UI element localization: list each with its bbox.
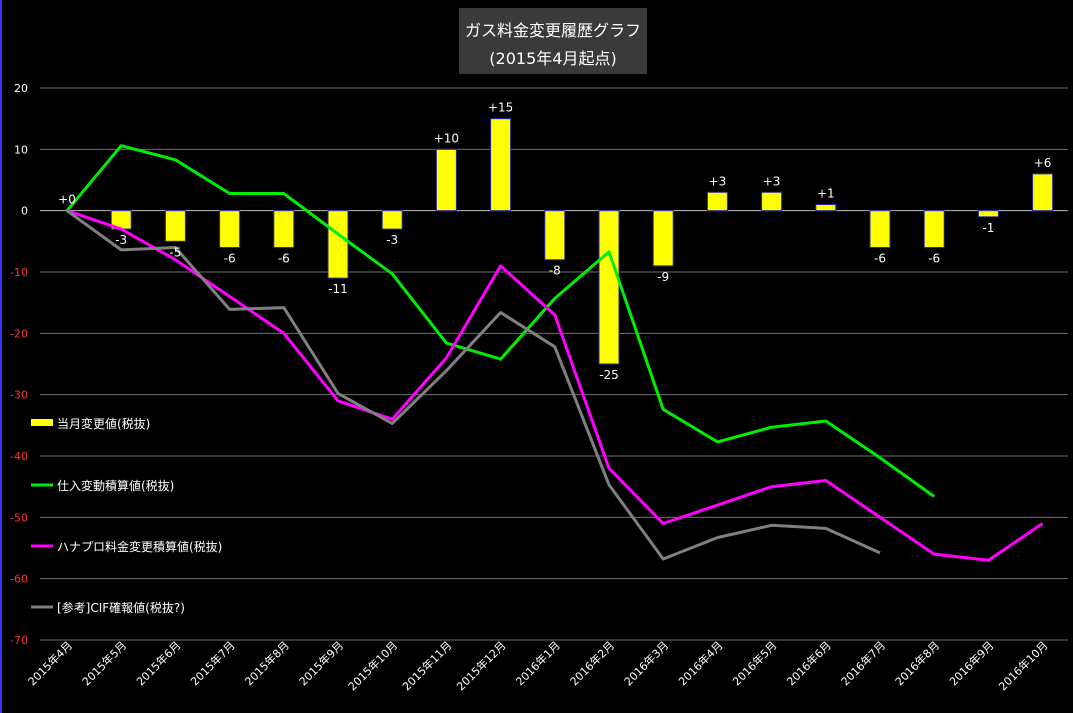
series-line bbox=[66, 209, 881, 561]
x-tick-label: 2016年8月 bbox=[892, 638, 942, 688]
x-tick-label: 2015年12月 bbox=[454, 638, 509, 693]
y-tick-label: -10 bbox=[10, 266, 28, 279]
data-label: +15 bbox=[488, 101, 513, 115]
x-tick-label: 2015年8月 bbox=[242, 638, 292, 688]
bar bbox=[273, 210, 295, 248]
legend-label: ハナプロ料金変更積算値(税抜) bbox=[57, 539, 222, 554]
data-label: -6 bbox=[278, 251, 290, 265]
data-label: -6 bbox=[928, 251, 940, 265]
x-tick-label: 2016年2月 bbox=[567, 638, 617, 688]
data-label: +1 bbox=[817, 187, 835, 201]
bar bbox=[761, 191, 783, 212]
x-tick-label: 2016年10月 bbox=[996, 638, 1051, 693]
bar bbox=[327, 210, 349, 279]
y-tick-label: -40 bbox=[10, 450, 28, 463]
bar bbox=[869, 210, 891, 248]
y-tick-label: 20 bbox=[14, 82, 28, 95]
data-label: +0 bbox=[58, 193, 76, 207]
series-line bbox=[65, 144, 936, 498]
data-label: -8 bbox=[549, 264, 561, 278]
bar bbox=[544, 210, 566, 261]
x-tick-label: 2015年5月 bbox=[79, 638, 129, 688]
x-tick-label: 2016年5月 bbox=[730, 638, 780, 688]
x-tick-label: 2015年11月 bbox=[399, 638, 454, 693]
bar bbox=[652, 210, 674, 267]
x-tick-label: 2015年9月 bbox=[296, 638, 346, 688]
data-label: -6 bbox=[224, 251, 236, 265]
data-label: +10 bbox=[434, 131, 459, 145]
data-label: -25 bbox=[599, 368, 619, 382]
bar bbox=[977, 210, 999, 218]
x-tick-label: 2016年7月 bbox=[838, 638, 888, 688]
bar bbox=[435, 148, 457, 212]
data-label: -6 bbox=[874, 251, 886, 265]
legend-swatch bbox=[31, 419, 53, 426]
data-label: +6 bbox=[1034, 156, 1052, 170]
bar bbox=[923, 210, 945, 248]
y-tick-label: -70 bbox=[10, 634, 28, 647]
y-tick-label: -60 bbox=[10, 573, 28, 586]
x-tick-label: 2015年6月 bbox=[133, 638, 183, 688]
bar bbox=[598, 210, 620, 365]
bar bbox=[815, 204, 837, 212]
bar bbox=[706, 191, 728, 212]
x-tick-label: 2016年6月 bbox=[784, 638, 834, 688]
bar bbox=[164, 210, 186, 242]
bar bbox=[219, 210, 241, 248]
chart-title-box: ガス料金変更履歴グラフ (2015年4月起点) bbox=[459, 8, 647, 74]
y-tick-label: -20 bbox=[10, 327, 28, 340]
y-tick-label: 10 bbox=[14, 143, 28, 156]
data-label: -3 bbox=[115, 233, 127, 247]
x-tick-label: 2016年3月 bbox=[621, 638, 671, 688]
x-tick-label: 2015年7月 bbox=[188, 638, 238, 688]
data-label: -5 bbox=[169, 245, 181, 259]
y-tick-label: -50 bbox=[10, 511, 28, 524]
chart-title: ガス料金変更履歴グラフ bbox=[464, 21, 641, 40]
x-tick-label: 2015年4月 bbox=[25, 638, 75, 688]
data-label: -1 bbox=[982, 221, 994, 235]
chart-subtitle: (2015年4月起点) bbox=[489, 49, 617, 68]
data-label: +3 bbox=[709, 174, 727, 188]
y-tick-label: -30 bbox=[10, 389, 28, 402]
legend-label: [参考]CIF確報値(税抜?) bbox=[57, 600, 185, 615]
data-label: -9 bbox=[657, 270, 669, 284]
data-label: +3 bbox=[763, 174, 781, 188]
series-line bbox=[66, 209, 1044, 562]
legend-label: 仕入変動積算値(税抜) bbox=[57, 478, 174, 493]
left-border bbox=[0, 0, 2, 713]
bar bbox=[1032, 173, 1054, 212]
data-label: -11 bbox=[328, 282, 348, 296]
x-tick-label: 2016年9月 bbox=[946, 638, 996, 688]
legend-label: 当月変更値(税抜) bbox=[57, 416, 150, 431]
data-label: -3 bbox=[386, 233, 398, 247]
y-tick-label: 0 bbox=[21, 205, 28, 218]
bar bbox=[490, 118, 512, 212]
bar bbox=[381, 210, 403, 230]
x-tick-label: 2016年4月 bbox=[675, 638, 725, 688]
x-tick-label: 2016年1月 bbox=[513, 638, 563, 688]
x-tick-label: 2015年10月 bbox=[345, 638, 400, 693]
